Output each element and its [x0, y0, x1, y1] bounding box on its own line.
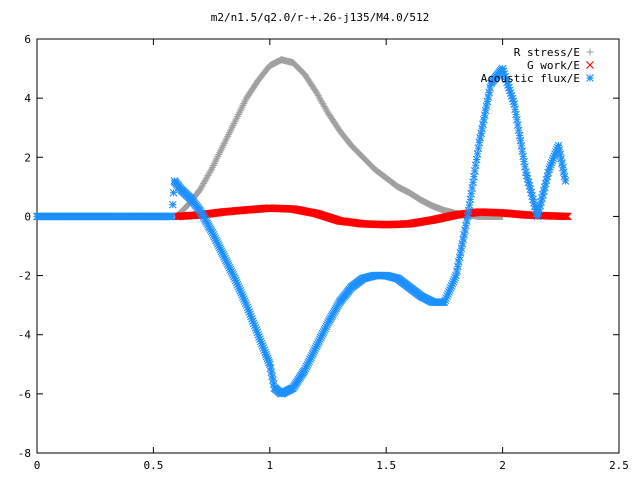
data-point	[462, 217, 471, 225]
legend-label: Acoustic flux/E	[481, 72, 580, 85]
data-point	[563, 212, 572, 221]
y-tick-label: 6	[24, 33, 31, 46]
data-point	[459, 235, 468, 244]
x-tick-label: 0	[34, 459, 41, 472]
data-point	[479, 120, 487, 129]
axes: 0 0.5 1 1.5 2 2.5 -8 -6 -4 -2 0 2 4 6	[18, 33, 629, 472]
data-point	[453, 267, 461, 275]
data-point	[168, 212, 176, 221]
y-tick-label: -8	[18, 447, 31, 460]
data-point	[482, 102, 491, 110]
series-1	[173, 56, 507, 220]
y-tick-label: -2	[18, 270, 31, 283]
data-point	[478, 124, 486, 133]
data-point	[484, 93, 493, 101]
data-point	[169, 188, 178, 197]
data-point	[265, 360, 274, 369]
data-point	[168, 200, 177, 209]
data-point	[461, 226, 469, 234]
data-point	[560, 212, 568, 221]
data-point	[455, 253, 464, 262]
data-point	[476, 134, 485, 142]
data-point	[561, 212, 569, 221]
x-tick-label: 1	[266, 459, 273, 472]
chart-title: m2/n1.5/q2.0/r-+.26-j135/M4.0/512	[211, 11, 430, 24]
data-point	[562, 212, 570, 221]
data-point	[562, 212, 571, 221]
legend-item: R stress/E	[514, 46, 594, 59]
data-point	[467, 189, 476, 198]
data-point	[483, 97, 492, 106]
data-point	[481, 106, 490, 115]
data-point	[530, 198, 538, 207]
legend-label: G work/E	[527, 59, 580, 72]
x-tick-label: 1.5	[376, 459, 396, 472]
legend-marker	[586, 61, 594, 69]
y-tick-label: -6	[18, 388, 31, 401]
data-point	[468, 184, 477, 192]
data-point	[472, 155, 481, 164]
y-tick-label: 4	[24, 92, 31, 105]
data-point	[480, 111, 489, 120]
data-point	[477, 129, 485, 138]
data-point	[458, 239, 467, 248]
series-layer	[33, 56, 572, 398]
legend-label: R stress/E	[514, 46, 580, 59]
legend-marker	[586, 74, 594, 82]
x-tick-label: 2	[499, 459, 506, 472]
plot-frame	[36, 38, 620, 454]
data-point	[462, 221, 470, 230]
series-3	[33, 64, 570, 398]
data-point	[452, 271, 460, 280]
legend-item: Acoustic flux/E	[481, 72, 594, 85]
data-point	[460, 230, 468, 239]
data-point	[561, 177, 570, 185]
series-2	[172, 204, 572, 229]
data-point	[456, 248, 465, 257]
data-point	[486, 84, 494, 92]
data-point	[475, 138, 484, 147]
data-point	[453, 262, 462, 271]
data-point	[485, 88, 494, 97]
y-tick-label: 2	[24, 151, 31, 164]
y-tick-label: 0	[24, 210, 31, 223]
legend-marker	[586, 48, 594, 56]
data-point	[457, 244, 466, 253]
data-point	[479, 115, 488, 124]
data-point	[454, 258, 463, 266]
legend-item: G work/E	[527, 59, 594, 72]
x-tick-label: 2.5	[609, 459, 629, 472]
x-tick-label: 0.5	[143, 459, 163, 472]
y-tick-label: -4	[18, 329, 32, 342]
